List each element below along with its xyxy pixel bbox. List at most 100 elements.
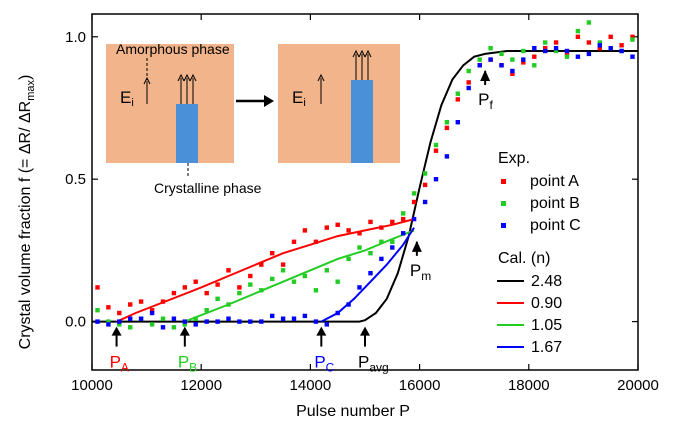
data-point-point-B <box>204 308 209 313</box>
marker-label: Pf <box>478 90 493 112</box>
data-point-point-C <box>138 316 144 321</box>
data-point-point-A <box>324 225 329 230</box>
data-point-point-A <box>553 40 559 45</box>
data-point-point-A <box>433 148 439 153</box>
data-point-point-C <box>248 319 253 324</box>
data-point-point-A <box>455 97 460 102</box>
data-point-point-B <box>586 20 592 25</box>
data-point-point-B <box>390 239 395 244</box>
x-tick-label: 20000 <box>617 377 659 394</box>
data-point-point-A <box>182 285 187 290</box>
marker-arrow-head <box>316 326 327 336</box>
data-point-point-A <box>630 34 635 39</box>
data-point-point-A <box>291 239 297 244</box>
x-axis-label: Pulse number P <box>296 403 410 420</box>
data-point-point-C <box>510 68 515 74</box>
data-point-point-C <box>368 271 373 276</box>
transition-arrow <box>236 95 274 107</box>
data-point-point-C <box>128 316 133 321</box>
legend-label-2-48: 2.48 <box>531 273 562 290</box>
data-point-point-C <box>575 54 581 59</box>
data-point-point-A <box>128 302 133 307</box>
data-point-point-C <box>302 313 308 319</box>
data-point-point-B <box>182 322 187 327</box>
data-point-point-A <box>248 273 253 279</box>
data-point-point-B <box>564 54 570 59</box>
data-point-point-A <box>521 60 526 65</box>
data-point-point-A <box>106 305 111 310</box>
data-point-point-A <box>357 231 362 236</box>
data-point-point-C <box>346 302 351 307</box>
data-point-point-A <box>411 199 417 205</box>
data-point-point-A <box>117 310 122 316</box>
data-point-point-A <box>302 228 308 233</box>
legend-label-0-90: 0.90 <box>531 295 562 312</box>
legend-marker-point-B <box>501 201 506 206</box>
marker-arrow-head <box>111 326 122 336</box>
data-point-point-B <box>259 288 264 293</box>
legend-label-1-67: 1.67 <box>531 339 562 356</box>
data-point-point-C <box>237 319 242 324</box>
data-point-point-C <box>411 216 417 222</box>
data-point-point-B <box>575 28 581 34</box>
data-point-point-C <box>586 51 592 57</box>
data-point-point-B <box>128 325 133 330</box>
data-point-point-B <box>444 120 450 125</box>
data-point-point-C <box>521 57 526 62</box>
inset-amorphous-right <box>278 44 400 163</box>
data-point-point-A <box>160 299 166 304</box>
data-point-point-A <box>138 299 144 304</box>
data-point-point-C <box>335 310 340 316</box>
x-tick-label: 18000 <box>508 377 550 394</box>
data-point-point-C <box>499 63 504 68</box>
data-point-point-A <box>270 251 275 256</box>
data-point-point-A <box>95 285 100 290</box>
field-arrows-left <box>143 73 197 104</box>
data-point-point-A <box>346 228 351 233</box>
data-point-point-B <box>270 276 275 282</box>
data-point-point-A <box>193 279 198 284</box>
data-point-point-C <box>193 322 198 327</box>
data-point-point-B <box>433 142 439 148</box>
data-point-point-B <box>302 273 308 279</box>
data-point-point-B <box>106 319 111 324</box>
data-point-point-B <box>455 91 460 96</box>
data-point-point-C <box>532 46 537 51</box>
data-point-point-C <box>149 310 155 316</box>
data-point-point-B <box>160 316 166 321</box>
y-tick-label: 0.5 <box>65 171 86 188</box>
data-point-point-C <box>95 319 100 324</box>
marker-p-avg: Pavg <box>358 326 389 375</box>
marker-label: PB <box>178 353 197 375</box>
data-point-point-A <box>379 225 384 230</box>
data-point-point-A <box>204 290 209 296</box>
data-point-point-A <box>390 219 395 225</box>
data-point-point-C <box>597 43 602 48</box>
data-point-point-C <box>204 319 209 324</box>
legend-exp-title: Exp. <box>498 150 530 167</box>
legend-label-1-05: 1.05 <box>531 317 562 334</box>
data-point-point-A <box>280 262 286 267</box>
data-point-point-C <box>215 319 220 324</box>
marker-p-A: PA <box>110 326 129 375</box>
x-tick-label: 10000 <box>71 377 113 394</box>
data-point-point-B <box>379 239 384 244</box>
inset-crystal-left <box>176 104 198 163</box>
data-point-point-A <box>215 282 220 287</box>
y-tick-label: 0.0 <box>65 314 86 331</box>
data-point-point-A <box>510 71 515 76</box>
data-point-point-B <box>171 325 177 330</box>
data-point-point-C <box>390 245 395 250</box>
fit-line-1-67 <box>320 227 415 323</box>
inset-amorphous-left <box>106 44 234 163</box>
field-label-left: Ei <box>120 88 134 109</box>
x-tick-label: 12000 <box>180 377 222 394</box>
marker-arrow-head <box>360 326 370 336</box>
data-point-point-B <box>346 256 351 262</box>
data-point-point-A <box>401 216 406 222</box>
data-point-point-B <box>411 191 417 196</box>
data-point-point-A <box>149 308 155 313</box>
fit-line-1-05 <box>184 229 415 323</box>
data-point-point-C <box>160 325 166 330</box>
